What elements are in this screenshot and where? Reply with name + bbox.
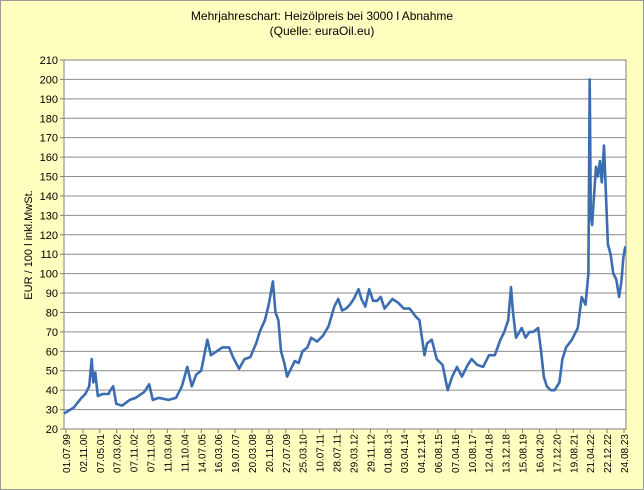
- x-tick-label: 06.08.15: [434, 434, 445, 473]
- x-tick-label: 07.05.01: [96, 434, 107, 473]
- x-tick-label: 11.03.04: [163, 434, 174, 473]
- x-tick-label: 07.11.03: [147, 434, 158, 473]
- y-tick-label: 40: [46, 385, 58, 397]
- y-axis-label: EUR / 100 l inkl.MwSt.: [23, 190, 35, 299]
- x-tick-label: 13.12.18: [502, 434, 513, 473]
- x-tick-label: 15.08.19: [519, 434, 530, 473]
- y-tick-label: 210: [40, 55, 58, 67]
- x-tick-label: 19.07.07: [231, 434, 242, 473]
- x-tick-label: 29.03.12: [349, 434, 360, 473]
- x-tick-label: 02.11.00: [79, 434, 90, 473]
- y-axis: 20 30 40 50 60 70 80 90 100 110 120 130 140 150 160 170…: [40, 55, 64, 436]
- x-tick-label: 27.07.09: [282, 434, 293, 473]
- x-tick-label: 22.12.22: [603, 434, 614, 473]
- x-tick-label: 14.07.05: [197, 434, 208, 473]
- y-tick-label: 140: [40, 191, 58, 203]
- series-line: [63, 78, 627, 415]
- x-tick-label: 11.10.04: [180, 434, 191, 473]
- chart-title: Mehrjahreschart: Heizölpreis bei 3000 l …: [190, 9, 454, 23]
- x-tick-label: 12.04.18: [485, 434, 496, 473]
- y-tick-label: 170: [40, 133, 58, 145]
- y-tick-label: 180: [40, 113, 58, 125]
- x-tick-label: 16.04.20: [535, 434, 546, 473]
- y-tick-label: 80: [46, 307, 58, 319]
- x-tick-label: 19.08.21: [569, 434, 580, 473]
- y-tick-label: 110: [40, 249, 58, 261]
- x-tick-label: 17.12.20: [552, 434, 563, 473]
- x-tick-label: 04.12.14: [417, 434, 428, 473]
- y-tick-label: 70: [46, 327, 58, 339]
- y-tick-label: 190: [40, 94, 58, 106]
- x-tick-label: 07.04.16: [451, 434, 462, 473]
- x-tick-label: 24.08.23: [620, 434, 631, 473]
- x-tick-label: 16.03.06: [214, 434, 225, 473]
- x-tick-label: 01.07.99: [62, 434, 73, 473]
- x-tick-label: 28.07.11: [333, 434, 344, 473]
- x-tick-label: 21.04.22: [586, 434, 597, 473]
- y-tick-label: 200: [40, 74, 58, 86]
- x-tick-label: 10.08.17: [468, 434, 479, 473]
- series-group: [63, 78, 627, 415]
- chart-subtitle: (Quelle: euraOil.eu): [269, 24, 375, 38]
- x-tick-label: 25.03.10: [299, 434, 310, 473]
- y-tick-label: 160: [40, 152, 58, 164]
- y-tick-label: 100: [40, 269, 58, 281]
- y-tick-label: 90: [46, 288, 58, 300]
- y-tick-label: 130: [40, 210, 58, 222]
- y-tick-label: 20: [46, 424, 58, 436]
- x-tick-label: 20.03.08: [248, 434, 259, 473]
- x-tick-label: 20.11.08: [265, 434, 276, 473]
- y-tick-label: 150: [40, 172, 58, 184]
- plot-area: [63, 59, 627, 430]
- y-tick-label: 120: [40, 230, 58, 242]
- x-tick-label: 07.03.02: [113, 434, 124, 473]
- x-tick-label: 03.04.14: [400, 434, 411, 473]
- y-tick-label: 30: [46, 405, 58, 417]
- x-tick-label: 29.11.12: [366, 434, 377, 473]
- x-tick-label: 01.08.13: [383, 434, 394, 473]
- x-tick-label: 07.11.02: [130, 434, 141, 473]
- y-tick-label: 50: [46, 366, 58, 378]
- x-axis: 01.07.99 02.11.00 07.05.01 07.03.02 07.11.02…: [62, 429, 631, 473]
- y-tick-label: 60: [46, 346, 58, 358]
- x-tick-label: 10.07.11: [316, 434, 327, 473]
